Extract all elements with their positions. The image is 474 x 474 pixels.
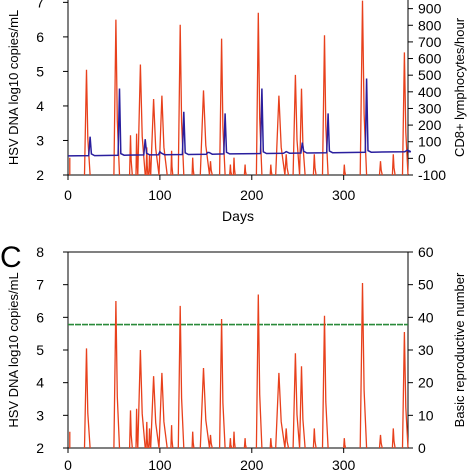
y-left-tick-label: 2 [36,440,44,456]
y-right-tick-label: 200 [418,117,442,133]
x-tick-label: 200 [240,187,264,203]
y-left-axis-label: HSV DNA log10 copies/mL [6,272,21,427]
y-right-tick-label: 100 [418,134,442,150]
y-right-tick-label: 40 [418,309,434,325]
y-left-tick-label: 5 [36,63,44,79]
y-left-tick-label: 3 [36,407,44,423]
y-left-tick-label: 4 [36,375,44,391]
y-right-tick-label: 60 [418,244,434,260]
x-tick-label: 200 [240,457,264,473]
y-left-tick-label: 7 [36,277,44,293]
y-right-tick-label: 20 [418,375,434,391]
y-left-tick-label: 4 [36,98,44,114]
x-tick-label: 0 [64,457,72,473]
y-right-axis-label: Basic reproductive number [452,272,467,427]
y-left-tick-label: 5 [36,342,44,358]
y-left-tick-label: 8 [36,244,44,260]
panel-c-chart: C 0 100 200 300 2 3 4 5 6 7 8 0 10 20 30 40 50 60 HSV DNA l… [0,241,467,473]
y-left-axis-label: HSV DNA log10 copies/mL [6,10,21,165]
panel-top-chart: 0 100 200 300234567-10001002003004005006007… [6,0,467,224]
y-left-tick-label: 6 [36,309,44,325]
y-right-tick-label: -100 [418,167,446,183]
series-0-line [69,0,409,176]
y-left-tick-label: 6 [36,29,44,45]
x-tick-label: 100 [148,187,172,203]
series-0-line [69,282,409,449]
y-left-tick-label: 3 [36,132,44,148]
y-right-tick-label: 400 [418,84,442,100]
y-right-tick-label: 0 [418,150,426,166]
y-right-tick-label: 700 [418,34,442,50]
x-tick-label: 0 [64,187,72,203]
y-right-tick-label: 10 [418,407,434,423]
y-right-axis-label: CD8+ lymphocytes/hour [452,17,467,157]
plot-frame [67,251,409,449]
panel-letter: C [0,241,22,274]
y-right-tick-label: 50 [418,277,434,293]
x-axis-label: Days [222,208,254,224]
x-tick-label: 300 [332,187,356,203]
series-1-line [67,78,412,157]
y-right-tick-label: 600 [418,51,442,67]
y-left-tick-label: 2 [36,167,44,183]
y-right-tick-label: 300 [418,100,442,116]
x-tick-label: 100 [148,457,172,473]
y-right-tick-label: 30 [418,342,434,358]
y-left-tick-label: 7 [36,0,44,10]
y-right-tick-label: 900 [418,1,442,17]
y-right-tick-label: 0 [418,440,426,456]
y-right-tick-label: 500 [418,67,442,83]
plot-frame [67,0,409,176]
y-right-tick-label: 800 [418,17,442,33]
x-tick-label: 300 [332,457,356,473]
